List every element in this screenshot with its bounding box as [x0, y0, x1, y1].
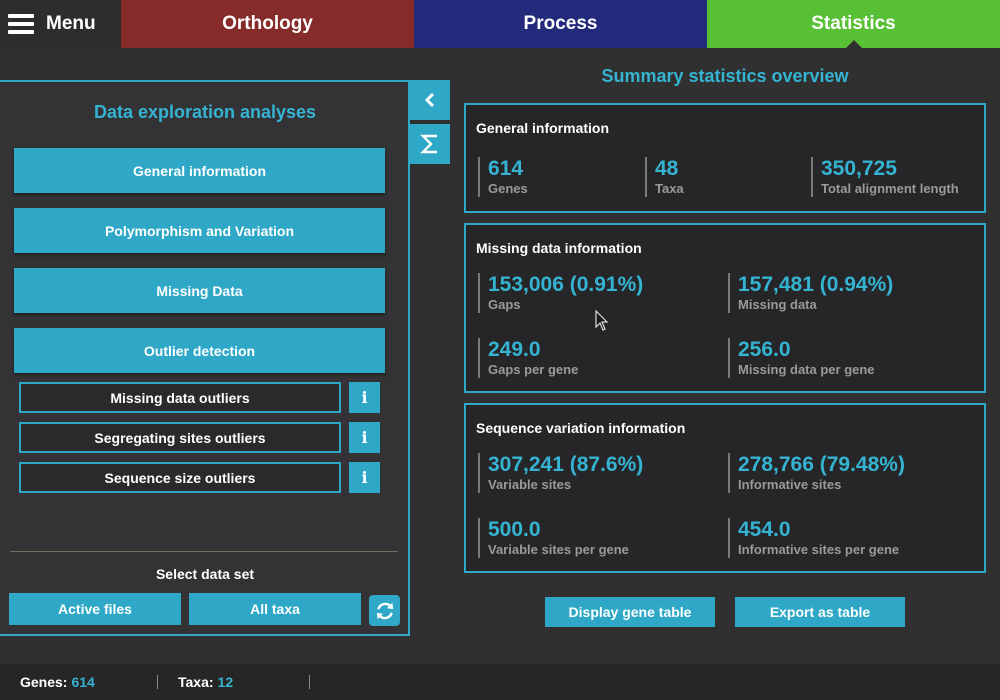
variable-sites-per-gene-stat: 500.0 Variable sites per gene [478, 518, 629, 558]
stat-label: Gaps per gene [488, 362, 579, 377]
stat-value: 454.0 [738, 518, 791, 541]
menu-button[interactable]: Menu [0, 0, 121, 48]
stat-value: 153,006 (0.91%) [488, 273, 644, 296]
status-value: 12 [217, 674, 234, 690]
export-as-table-button[interactable]: Export as table [735, 597, 905, 627]
statistics-toggle-button[interactable] [410, 124, 450, 164]
stat-label: Total alignment length [821, 181, 959, 196]
display-gene-table-button[interactable]: Display gene table [545, 597, 715, 627]
status-key: Genes: [20, 674, 68, 690]
info-icon: i [361, 388, 368, 407]
status-key: Taxa: [178, 674, 214, 690]
segregating-sites-outliers-info-button[interactable]: i [349, 422, 380, 453]
tab-orthology[interactable]: Orthology [121, 0, 414, 48]
tab-process[interactable]: Process [414, 0, 707, 48]
status-bar: Genes: 614 Taxa: 12 [0, 664, 1000, 700]
stat-value: 249.0 [488, 338, 541, 361]
hamburger-icon [8, 14, 34, 34]
taxa-status: Taxa: 12 [158, 674, 310, 690]
missing-data-stat: 157,481 (0.94%) Missing data [728, 273, 893, 313]
chevron-left-icon [424, 92, 435, 108]
total-alignment-length-stat: 350,725 Total alignment length [811, 157, 959, 197]
informative-sites-per-gene-stat: 454.0 Informative sites per gene [728, 518, 899, 558]
status-value: 614 [71, 674, 95, 690]
stat-value: 350,725 [821, 157, 897, 180]
stat-label: Gaps [488, 297, 521, 312]
polymorphism-variation-button[interactable]: Polymorphism and Variation [14, 208, 385, 253]
refresh-icon [376, 602, 393, 619]
variable-sites-stat: 307,241 (87.6%) Variable sites [478, 453, 643, 493]
card-title: Sequence variation information [476, 420, 686, 436]
mouse-cursor-icon [595, 310, 609, 331]
active-files-button[interactable]: Active files [9, 593, 181, 625]
stat-value: 48 [655, 157, 679, 180]
info-icon: i [361, 428, 368, 447]
gaps-per-gene-stat: 249.0 Gaps per gene [478, 338, 578, 378]
segregating-sites-outliers-button[interactable]: Segregating sites outliers [19, 422, 341, 453]
refresh-button[interactable] [369, 595, 400, 626]
tab-orthology-label: Orthology [222, 13, 313, 34]
stat-value: 157,481 (0.94%) [738, 273, 894, 296]
stat-value: 500.0 [488, 518, 541, 541]
general-information-button[interactable]: General information [14, 148, 385, 193]
data-exploration-panel: Data exploration analyses General inform… [0, 80, 410, 636]
stat-label: Missing data [738, 297, 817, 312]
stat-label: Informative sites [738, 477, 842, 492]
missing-data-outliers-info-button[interactable]: i [349, 382, 380, 413]
stat-label: Missing data per gene [738, 362, 875, 377]
sigma-icon [420, 134, 437, 154]
card-title: General information [476, 120, 610, 136]
missing-data-per-gene-stat: 256.0 Missing data per gene [728, 338, 875, 378]
genes-status: Genes: 614 [0, 674, 158, 690]
all-taxa-button[interactable]: All taxa [189, 593, 361, 625]
stat-value: 278,766 (79.48%) [738, 453, 905, 476]
stat-value: 256.0 [738, 338, 791, 361]
stat-label: Variable sites per gene [488, 542, 629, 557]
top-navigation: Menu Orthology Process Statistics [0, 0, 1000, 48]
menu-label: Menu [46, 13, 96, 34]
collapse-panel-button[interactable] [410, 80, 450, 120]
sequence-variation-information-card: Sequence variation information 307,241 (… [464, 403, 986, 573]
stat-label: Taxa [655, 181, 684, 196]
summary-title: Summary statistics overview [601, 66, 849, 86]
tab-statistics[interactable]: Statistics [707, 0, 1000, 48]
missing-data-outliers-button[interactable]: Missing data outliers [19, 382, 341, 413]
stat-label: Variable sites [488, 477, 572, 492]
sequence-size-outliers-info-button[interactable]: i [349, 462, 380, 493]
select-data-set-label: Select data set [155, 566, 255, 582]
card-title: Missing data information [476, 240, 642, 256]
sequence-size-outliers-button[interactable]: Sequence size outliers [19, 462, 341, 493]
stat-value: 307,241 (87.6%) [488, 453, 644, 476]
gaps-stat: 153,006 (0.91%) Gaps [478, 273, 643, 313]
taxa-stat: 48 Taxa [645, 157, 684, 197]
panel-title: Data exploration analyses [93, 102, 317, 122]
missing-data-information-card: Missing data information 153,006 (0.91%)… [464, 223, 986, 393]
divider [10, 551, 398, 552]
missing-data-button[interactable]: Missing Data [14, 268, 385, 313]
stat-label: Genes [488, 181, 528, 196]
tab-process-label: Process [523, 13, 598, 34]
stat-label: Informative sites per gene [738, 542, 900, 557]
stat-value: 614 [488, 157, 524, 180]
informative-sites-stat: 278,766 (79.48%) Informative sites [728, 453, 905, 493]
outlier-detection-button[interactable]: Outlier detection [14, 328, 385, 373]
tab-statistics-label: Statistics [811, 13, 896, 34]
info-icon: i [361, 468, 368, 487]
genes-stat: 614 Genes [478, 157, 528, 197]
general-information-card: General information 614 Genes 48 Taxa 35… [464, 103, 986, 213]
active-tab-caret [845, 40, 862, 48]
